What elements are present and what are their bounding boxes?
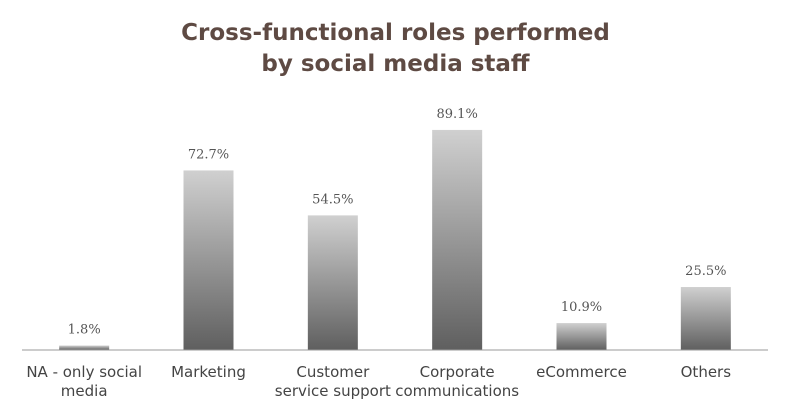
category-label-0-line-1: media xyxy=(61,382,108,400)
chart-title: Cross-functional roles performed by soci… xyxy=(0,18,791,80)
category-label-4: eCommerce xyxy=(536,363,627,381)
value-label-4: 10.9% xyxy=(561,300,602,315)
chart-title-line-2: by social media staff xyxy=(261,51,530,77)
category-label-5: Others xyxy=(681,363,732,381)
value-label-5: 25.5% xyxy=(685,264,726,279)
chart-title-line-1: Cross-functional roles performed xyxy=(181,20,610,46)
bar-4 xyxy=(556,323,607,350)
category-label-2-line-1: service support xyxy=(275,382,391,400)
bar-2 xyxy=(307,215,358,350)
category-label-3-line-1: communications xyxy=(395,382,519,400)
bars-group xyxy=(59,129,731,350)
value-label-1: 72.7% xyxy=(188,147,229,162)
bar-5 xyxy=(680,287,731,350)
category-label-3-line-0: Corporate xyxy=(420,363,495,381)
category-label-2-line-0: Customer xyxy=(296,363,370,381)
category-label-0-line-0: NA - only social xyxy=(26,363,142,381)
bar-0 xyxy=(59,345,110,350)
value-label-3: 89.1% xyxy=(437,107,478,122)
value-label-2: 54.5% xyxy=(312,192,353,207)
category-label-1: Marketing xyxy=(171,363,246,381)
bar-3 xyxy=(432,129,483,350)
value-label-0: 1.8% xyxy=(68,323,101,338)
bar-1 xyxy=(183,170,234,350)
